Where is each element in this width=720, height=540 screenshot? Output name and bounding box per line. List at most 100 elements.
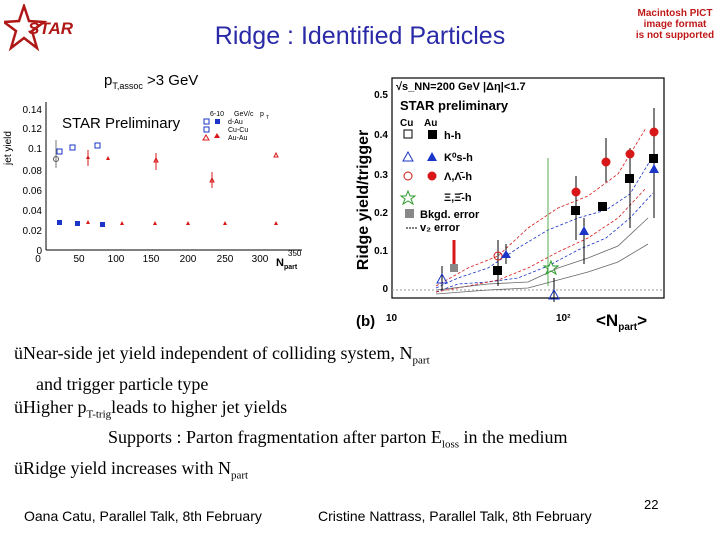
data-point xyxy=(153,221,157,225)
legend-entry: h-h xyxy=(444,130,461,142)
data-point xyxy=(100,222,105,227)
legend-entry: Ξ,Ξ̄-h xyxy=(444,192,472,204)
left-ytick: 0.1 xyxy=(28,144,42,155)
left-ytick: 0.04 xyxy=(23,206,43,217)
right-ytick: 0.4 xyxy=(374,130,388,141)
data-point xyxy=(186,221,190,225)
data-point xyxy=(274,221,278,225)
data-point xyxy=(649,154,658,163)
right-ytick: 0.3 xyxy=(374,170,388,181)
left-xtick: 200 xyxy=(180,254,197,265)
legend-col: 6-10 xyxy=(210,111,224,118)
data-point xyxy=(579,226,589,235)
mac-notice-line: image format xyxy=(643,19,707,30)
left-ytick: 0 xyxy=(36,246,42,257)
right-xtick: 10² xyxy=(556,313,571,324)
data-point xyxy=(86,220,90,224)
right-legend: h-h K⁰s-h Λ,Λ̄-h Ξ,Ξ̄-h Bkgd. error v₂ e… xyxy=(399,129,480,234)
footer-right: Cristine Nattrass, Parallel Talk, 8th Fe… xyxy=(318,508,592,524)
legend-head-sub: T xyxy=(266,115,269,121)
data-point xyxy=(94,142,101,149)
left-ytick: 0.14 xyxy=(23,105,43,116)
left-legend: 6-10 GeV/c p T d-Au Cu-Cu Au-Au xyxy=(202,111,269,142)
legend-entry: Λ,Λ̄-h xyxy=(444,171,472,183)
data-point xyxy=(86,155,90,159)
legend-col: Au-Au xyxy=(228,135,248,142)
bullet-item: üHigher pT-trigleads to higher jet yield… xyxy=(14,396,288,421)
data-point xyxy=(625,149,635,159)
left-ytick: 0.06 xyxy=(23,186,43,197)
left-xtick: 0 xyxy=(35,254,41,265)
left-ytick: 0.02 xyxy=(23,226,43,237)
left-xtick: 300 xyxy=(252,254,269,265)
ridge-yield-plot: Ridge yield/trigger 0.5 0.4 0.3 0.2 0.1 … xyxy=(348,68,674,334)
jet-yield-plot: jet yield 0.14 0.12 0.1 0.08 0.06 0.04 0… xyxy=(3,102,302,271)
data-point xyxy=(120,221,124,225)
left-ylabel: jet yield xyxy=(3,131,14,166)
data-point xyxy=(625,174,634,183)
data-point xyxy=(548,288,560,300)
data-point xyxy=(53,156,59,162)
mac-pict-notice: Macintosh PICT image format is not suppo… xyxy=(632,8,718,41)
data-point xyxy=(273,151,279,158)
legend-head: GeV/c xyxy=(234,111,254,118)
legend-col: Cu-Cu xyxy=(228,127,248,134)
left-ytick: 0.08 xyxy=(23,166,43,177)
right-ytick: 0 xyxy=(382,284,388,295)
logo-text: STAR xyxy=(28,19,74,38)
data-point xyxy=(75,221,80,226)
data-point xyxy=(209,176,215,183)
data-point xyxy=(450,264,458,272)
left-xtick: 50 xyxy=(73,254,85,265)
right-ylabel: Ridge yield/trigger xyxy=(355,130,372,270)
footer-left: Oana Catu, Parallel Talk, 8th February xyxy=(24,508,262,524)
data-point xyxy=(69,144,76,151)
left-ytick: 0.12 xyxy=(23,124,43,135)
data-point xyxy=(571,187,581,197)
legend-head: p xyxy=(260,111,264,118)
data-point xyxy=(542,259,560,276)
data-point xyxy=(106,156,110,160)
left-low-points xyxy=(57,220,278,227)
data-point xyxy=(153,156,159,163)
right-frame xyxy=(391,77,665,299)
right-xlabel: <Npart> xyxy=(596,311,647,333)
mac-notice-line: is not supported xyxy=(635,30,715,41)
right-ytick: 0.1 xyxy=(374,246,388,257)
mac-notice-line: Macintosh PICT xyxy=(637,8,713,19)
data-point xyxy=(56,148,63,155)
bullet-continuation: and trigger particle type xyxy=(36,373,209,394)
left-xlabel: Npart xyxy=(276,257,298,271)
data-point xyxy=(493,251,503,261)
left-xtick: 150 xyxy=(143,254,160,265)
left-xtick: 350 xyxy=(288,249,302,258)
legend-entry: v₂ error xyxy=(420,222,460,234)
bullet-continuation: Supports : Parton fragmentation after pa… xyxy=(108,427,568,451)
star-shape xyxy=(4,4,48,52)
star-logo: STAR xyxy=(4,4,74,52)
left-high-points xyxy=(53,140,279,188)
left-xtick: 100 xyxy=(108,254,125,265)
data-point xyxy=(436,272,448,284)
left-xtick: 250 xyxy=(217,254,234,265)
left-preliminary: STAR Preliminary xyxy=(62,115,181,132)
data-point xyxy=(649,127,659,137)
legend-entry: Bkgd. error xyxy=(420,209,480,221)
right-data-points xyxy=(436,108,659,302)
data-point xyxy=(501,250,511,258)
page-number: 22 xyxy=(644,497,659,512)
right-xtick: 10 xyxy=(386,313,398,324)
col-header: Cu xyxy=(400,118,413,129)
pt-assoc-label: pT,assoc >3 GeV xyxy=(104,72,199,91)
legend-head: d-Au xyxy=(228,119,243,126)
energy-label: √s_NN=200 GeV |Δη|<1.7 xyxy=(396,81,526,93)
panel-label: (b) xyxy=(356,313,375,330)
page-title: Ridge : Identified Particles xyxy=(214,22,506,50)
data-point xyxy=(223,221,227,225)
right-preliminary: STAR preliminary xyxy=(400,98,509,113)
data-point xyxy=(493,266,502,275)
data-point xyxy=(57,220,62,225)
data-point xyxy=(649,164,659,173)
bullet-item: üNear-side jet yield independent of coll… xyxy=(14,343,430,367)
right-ytick: 0.2 xyxy=(374,208,388,219)
